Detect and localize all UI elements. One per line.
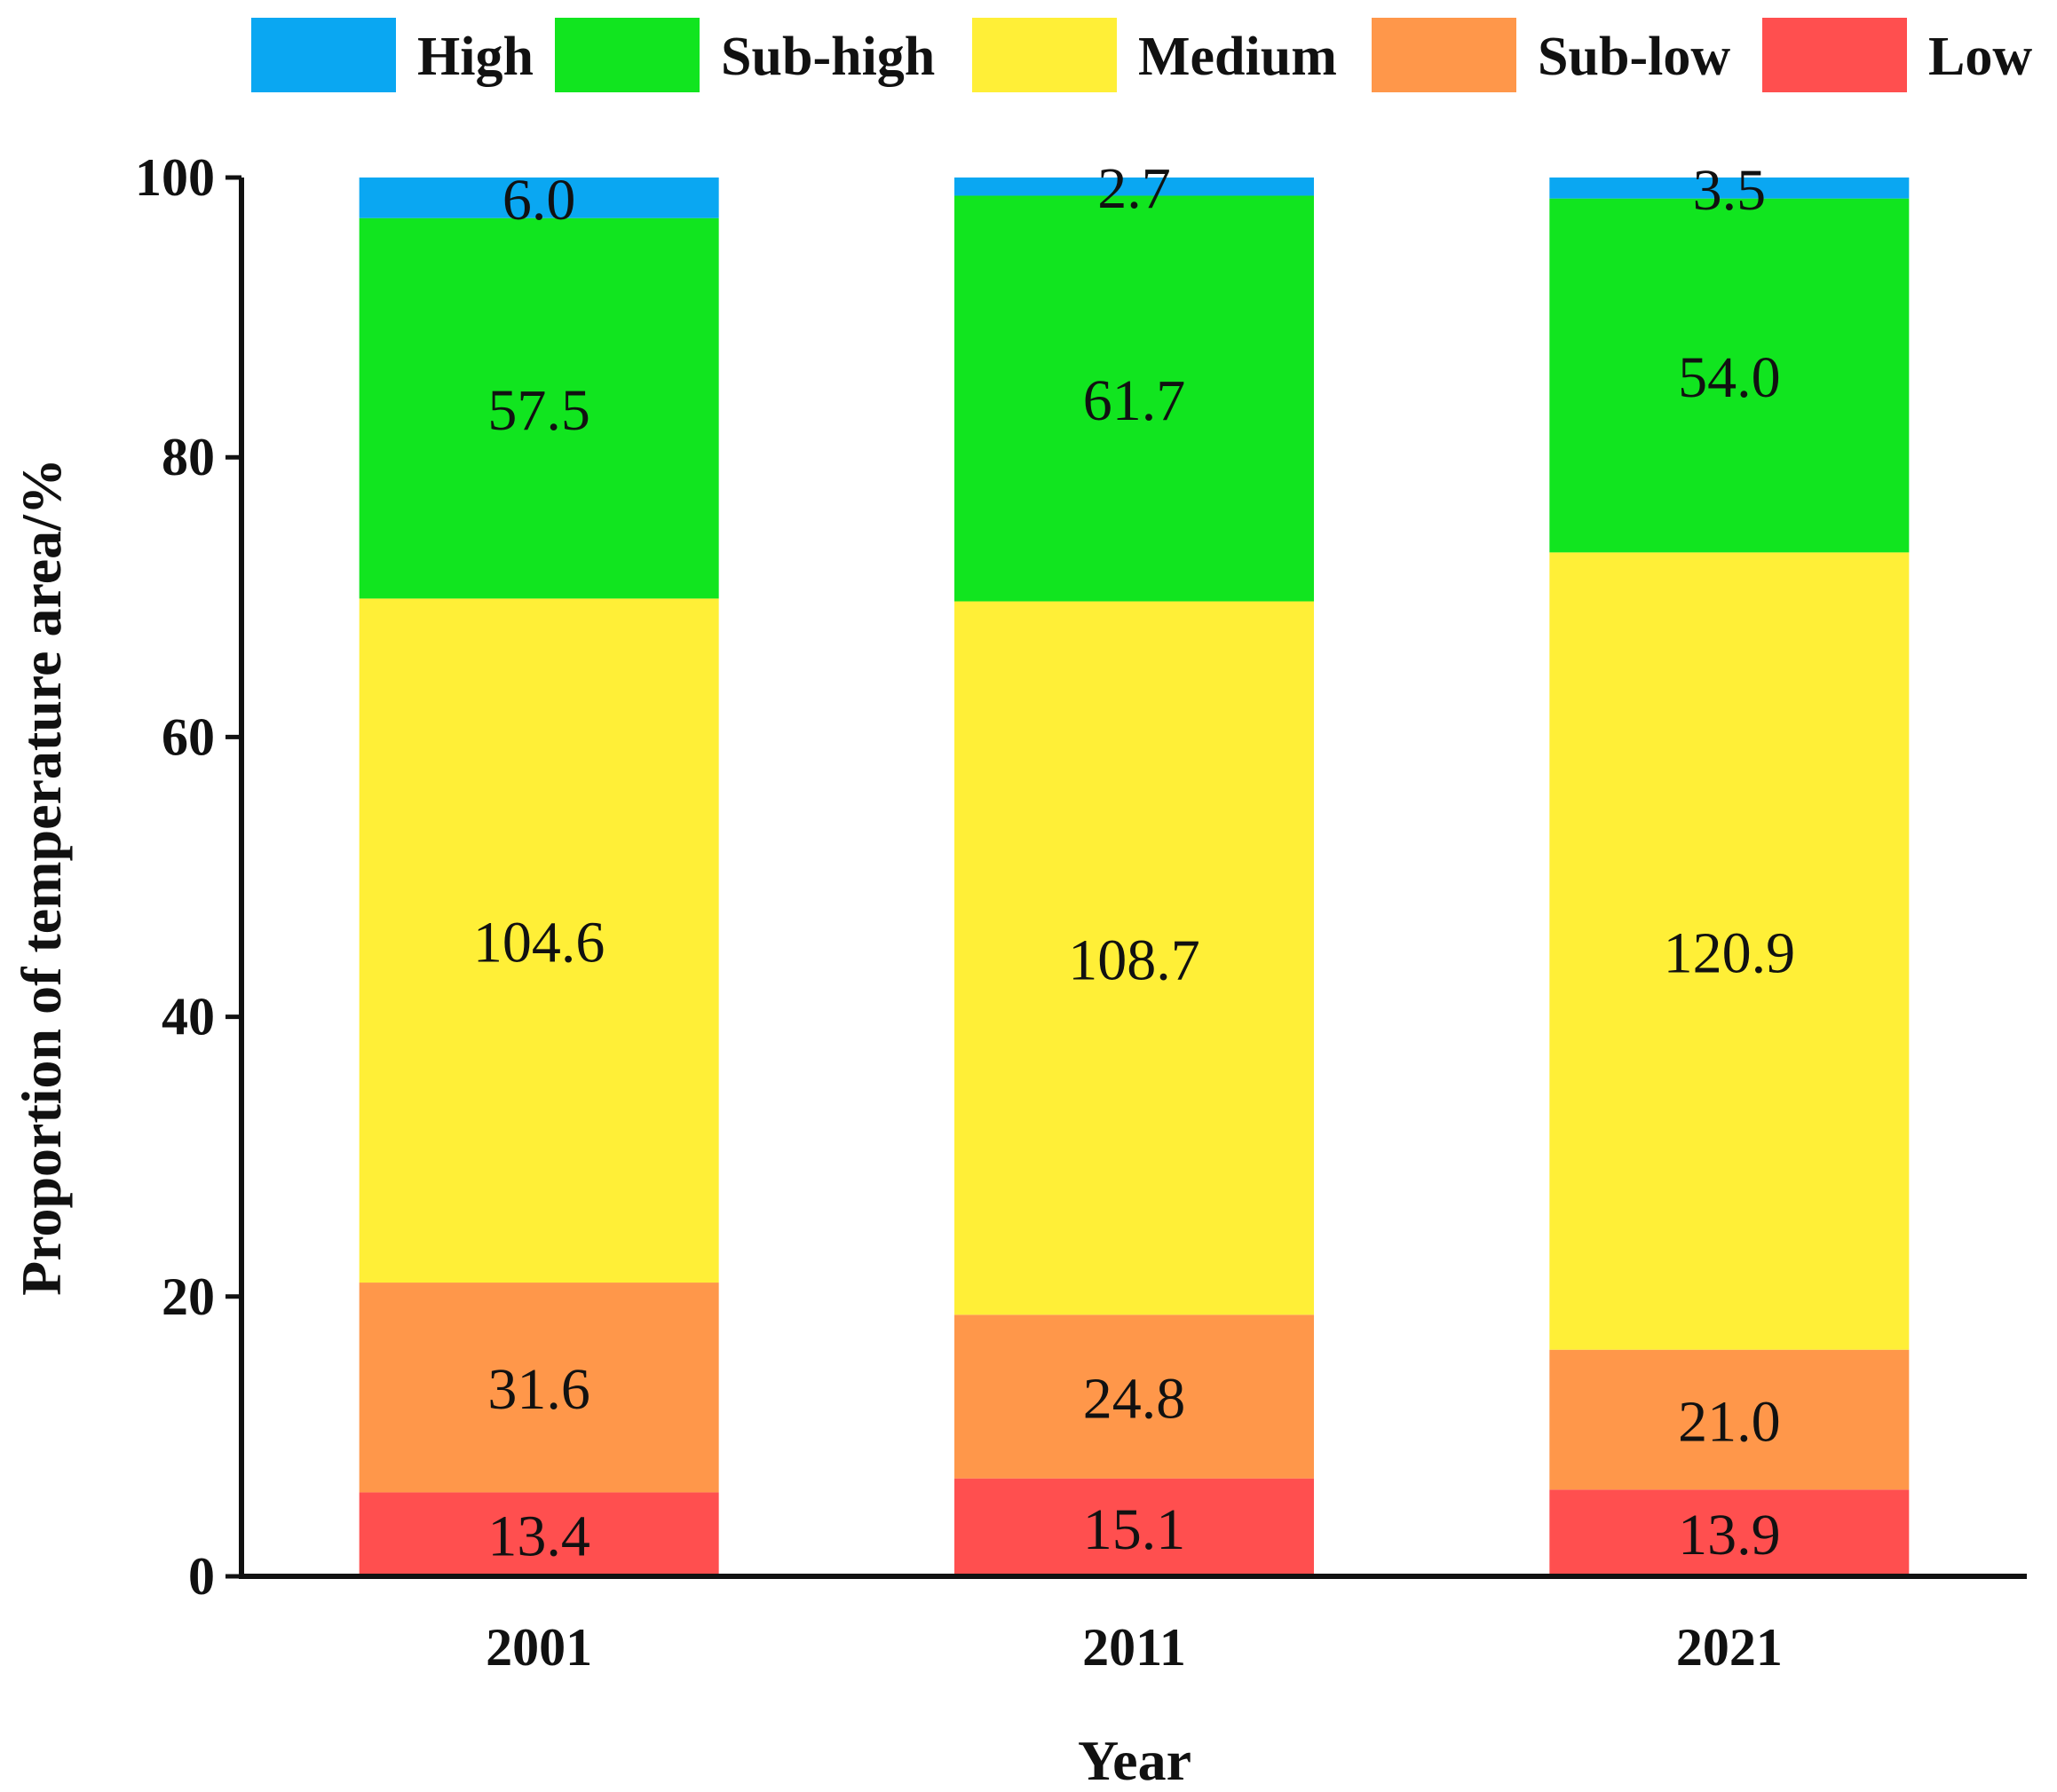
bar-segment-sub-high-2021 (1549, 198, 1910, 553)
data-label-high-2011: 2.7 (1097, 156, 1171, 221)
x-tick-label: 2011 (1082, 1618, 1186, 1677)
bar-segment-sub-low-2011 (954, 1314, 1314, 1479)
data-label-medium-2011: 108.7 (1068, 928, 1200, 992)
x-axis-title: Year (1078, 1729, 1191, 1792)
legend-swatch-sub-high (555, 18, 700, 92)
legend: High Sub-high Medium Sub-low Low (251, 18, 2032, 92)
x-tick-label: 2021 (1676, 1618, 1783, 1677)
legend-label-sub-low: Sub-low (1538, 27, 1730, 87)
legend-swatch-medium (972, 18, 1117, 92)
bar-segment-high-2011 (954, 178, 1314, 196)
bar-segment-sub-high-2001 (359, 217, 719, 599)
axes (239, 178, 2027, 1579)
data-label-medium-2001: 104.6 (473, 911, 605, 975)
bar-segment-low-2011 (954, 1478, 1314, 1576)
bar-segment-sub-low-2021 (1549, 1349, 1910, 1490)
bars: 13.4 31.6 104.6 57.5 6.0 15.1 24.8 108.7 61.7 2.7… (359, 156, 1910, 1576)
data-label-low-2011: 15.1 (1083, 1497, 1186, 1562)
y-ticks: 0 20 40 60 80 100 (135, 148, 241, 1606)
data-label-low-2021: 13.9 (1678, 1503, 1781, 1567)
data-label-sub-high-2021: 54.0 (1678, 345, 1781, 410)
legend-label-sub-high: Sub-high (721, 27, 935, 87)
y-tick-label: 40 (162, 988, 215, 1046)
bar-segment-low-2001 (359, 1492, 719, 1576)
legend-label-high: High (417, 27, 534, 87)
data-label-sub-low-2011: 24.8 (1083, 1366, 1186, 1431)
bar-segment-medium-2021 (1549, 552, 1910, 1350)
bar-segment-sub-low-2001 (359, 1283, 719, 1493)
legend-label-low: Low (1928, 27, 2032, 87)
bar-segment-medium-2001 (359, 598, 719, 1283)
data-label-high-2001: 6.0 (502, 168, 576, 233)
y-tick-label: 80 (162, 428, 215, 486)
bar-segment-high-2001 (359, 178, 719, 218)
y-tick-label: 100 (135, 148, 215, 207)
data-label-sub-low-2021: 21.0 (1678, 1389, 1781, 1454)
y-axis-title: Proportion of temperature area/% (10, 458, 73, 1296)
legend-swatch-low (1762, 18, 1907, 92)
y-tick-label: 60 (162, 707, 215, 766)
data-label-sub-high-2011: 61.7 (1083, 368, 1186, 433)
data-label-medium-2021: 120.9 (1664, 921, 1796, 986)
legend-label-medium: Medium (1138, 27, 1337, 87)
x-ticks: 2001 2011 2021 (486, 1618, 1783, 1677)
legend-swatch-sub-low (1372, 18, 1516, 92)
y-tick-label: 20 (162, 1267, 215, 1326)
data-label-sub-low-2001: 31.6 (487, 1357, 590, 1422)
bar-segment-low-2021 (1549, 1489, 1910, 1576)
bar-segment-sub-high-2011 (954, 195, 1314, 602)
legend-swatch-high (251, 18, 396, 92)
bar-segment-high-2021 (1549, 178, 1910, 199)
bar-segment-medium-2011 (954, 601, 1314, 1315)
y-tick-label: 0 (188, 1547, 215, 1606)
data-label-high-2021: 3.5 (1693, 158, 1767, 223)
x-tick-label: 2001 (486, 1618, 592, 1677)
data-label-sub-high-2001: 57.5 (487, 378, 590, 443)
data-label-low-2001: 13.4 (487, 1504, 590, 1569)
